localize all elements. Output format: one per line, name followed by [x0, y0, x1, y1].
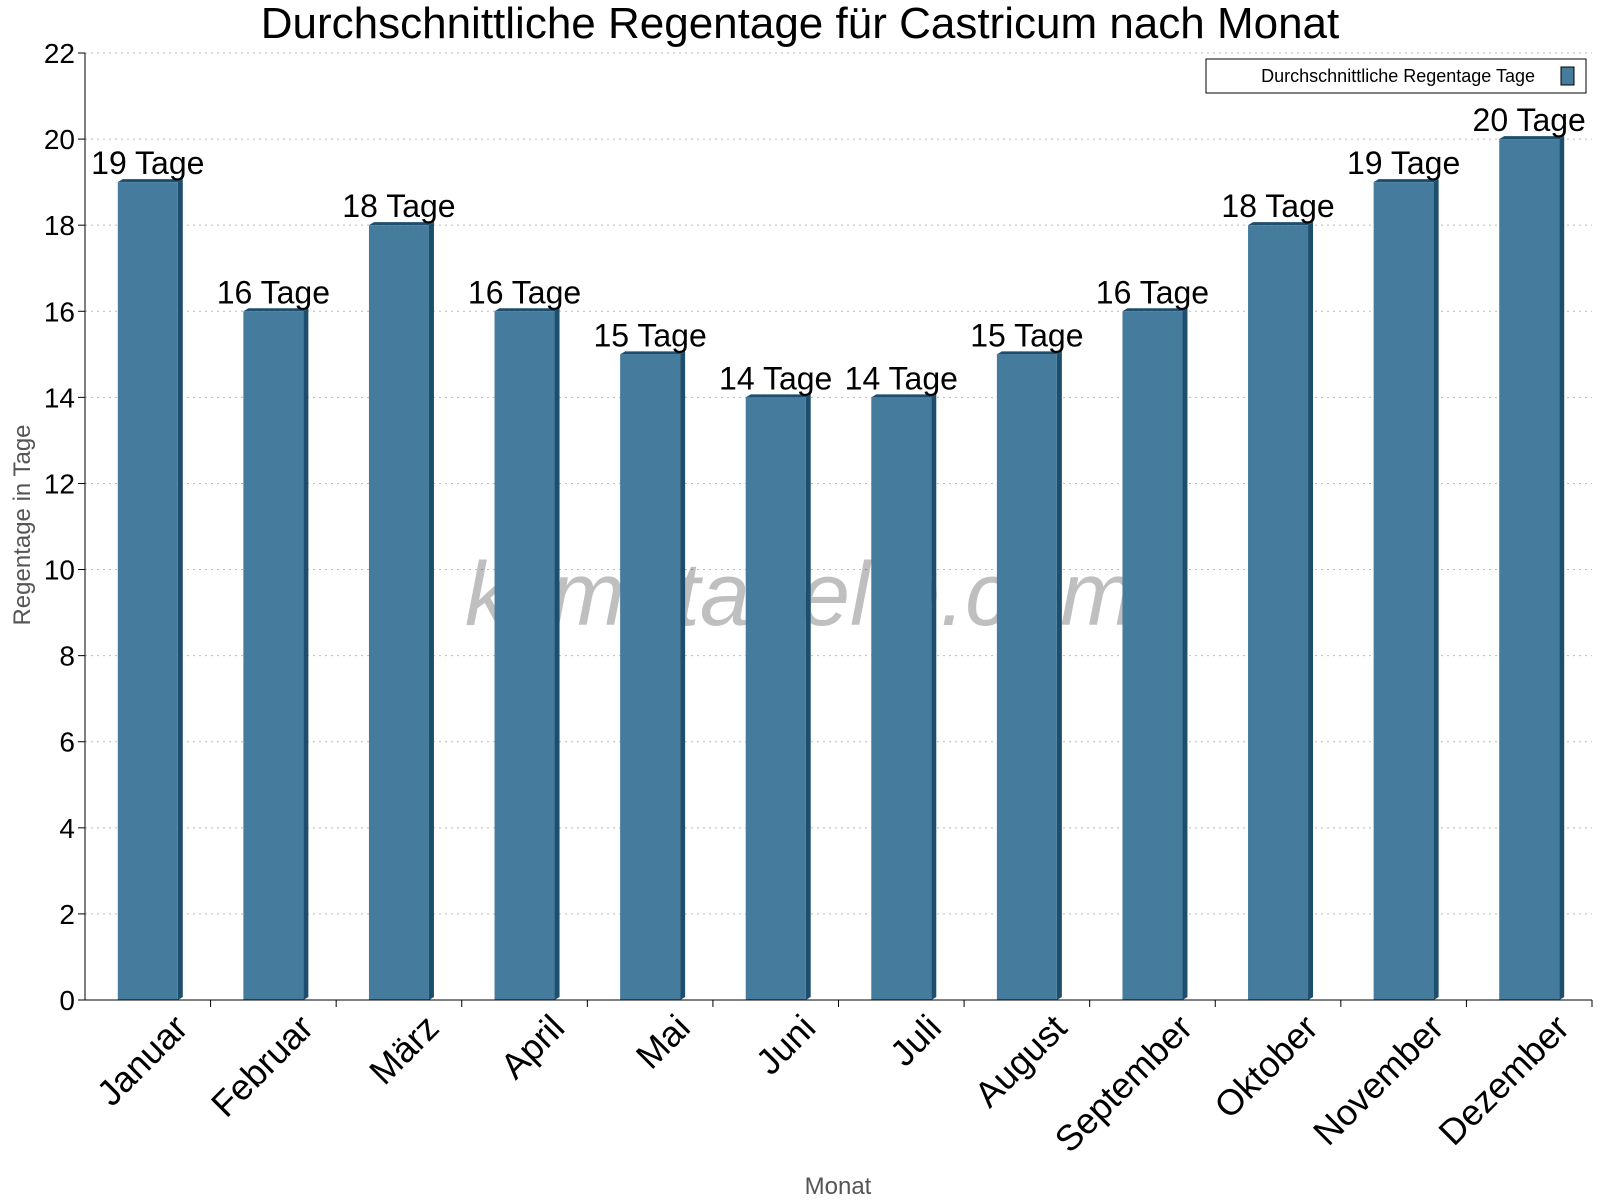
bar	[117, 182, 178, 1001]
bar-group: 19 Tage	[1347, 145, 1460, 1001]
bar-top	[368, 222, 434, 226]
data-label: 20 Tage	[1473, 102, 1586, 138]
bar-top	[745, 394, 811, 398]
bar-side	[805, 394, 811, 1000]
legend-label: Durchschnittliche Regentage Tage	[1261, 66, 1535, 86]
bar-top	[243, 308, 309, 312]
x-tick-label: Mai	[628, 1007, 698, 1077]
bar-group: 14 Tage	[845, 360, 958, 1000]
y-tick-label: 14	[44, 382, 75, 413]
bar	[368, 225, 429, 1000]
bar	[620, 354, 681, 1000]
data-label: 14 Tage	[719, 360, 832, 396]
bar	[1248, 225, 1309, 1000]
data-label: 14 Tage	[845, 360, 958, 396]
bar-side	[1308, 222, 1314, 1000]
data-label: 15 Tage	[593, 317, 706, 353]
bar	[1499, 139, 1560, 1000]
bar	[996, 354, 1057, 1000]
chart-title: Durchschnittliche Regentage für Castricu…	[261, 0, 1340, 48]
x-tick-label: Oktober	[1206, 1007, 1326, 1127]
bar-top	[1122, 308, 1188, 312]
bar-group: 18 Tage	[342, 188, 456, 1000]
y-tick-label: 16	[44, 296, 75, 327]
y-tick-label: 22	[44, 38, 75, 69]
data-label: 16 Tage	[1096, 274, 1209, 310]
bar-side	[1559, 136, 1565, 1000]
bar-side	[1056, 351, 1062, 1000]
data-label: 16 Tage	[217, 274, 330, 310]
data-label: 18 Tage	[342, 188, 455, 224]
y-tick-label: 8	[59, 641, 75, 672]
bar-group: 14 Tage	[719, 360, 832, 1000]
x-tick-label: August	[966, 1007, 1074, 1115]
data-label: 15 Tage	[970, 317, 1083, 353]
bar	[871, 397, 932, 1000]
x-tick-label: Juli	[882, 1007, 949, 1074]
bar-side	[303, 308, 309, 1001]
x-tick-label: Februar	[203, 1007, 321, 1125]
bar-group: 16 Tage	[217, 274, 330, 1001]
bar-top	[1248, 222, 1314, 226]
legend: Durchschnittliche Regentage Tage	[1205, 58, 1587, 94]
grid-lines	[85, 52, 1592, 915]
bar	[745, 397, 806, 1000]
y-axis-label: Regentage in Tage	[9, 424, 36, 625]
data-label: 19 Tage	[1347, 145, 1460, 181]
bar-side	[1182, 308, 1188, 1001]
data-label: 16 Tage	[468, 274, 581, 310]
y-tick-label: 18	[44, 210, 75, 241]
bar-top	[494, 308, 560, 312]
bar-group: 15 Tage	[970, 317, 1084, 1000]
y-tick-label: 6	[59, 727, 75, 758]
bar-top	[1373, 179, 1439, 183]
bar-top	[620, 351, 686, 355]
data-label: 19 Tage	[91, 145, 204, 181]
bar-group: 20 Tage	[1473, 102, 1586, 1000]
y-tick-label: 12	[44, 468, 75, 499]
x-tick-label: März	[361, 1007, 447, 1093]
y-tick-label: 2	[59, 899, 75, 930]
bar-top	[996, 351, 1062, 355]
bar	[1122, 311, 1183, 1001]
x-tick-label: September	[1047, 1007, 1201, 1161]
bar-side	[931, 394, 937, 1000]
legend-swatch	[1560, 66, 1575, 86]
y-tick-label: 0	[59, 985, 75, 1016]
x-tick-label: Juni	[748, 1007, 824, 1083]
data-label: 18 Tage	[1221, 188, 1334, 224]
bar-group: 16 Tage	[1096, 274, 1209, 1001]
bar-side	[428, 222, 434, 1000]
bar-side	[680, 351, 686, 1000]
bar	[494, 311, 555, 1001]
bar	[1373, 182, 1434, 1001]
bar-top	[871, 394, 937, 398]
bar-side	[1433, 179, 1439, 1001]
bar-group: 19 Tage	[91, 145, 204, 1001]
x-tick-label: April	[492, 1007, 572, 1087]
bar-side	[554, 308, 560, 1001]
bars: 19 Tage 16 Tage 18 Tage 16 Tage 15 Tage 14 Ta…	[91, 102, 1586, 1001]
bar-group: 15 Tage	[593, 317, 707, 1000]
x-tick-label: Januar	[89, 1007, 196, 1114]
bar-top	[117, 179, 183, 183]
bar-group: 18 Tage	[1221, 188, 1335, 1000]
bar-top	[1499, 136, 1565, 140]
bar-group: 16 Tage	[468, 274, 581, 1001]
y-tick-label: 10	[44, 555, 75, 586]
x-axis-label: Monat	[805, 1173, 872, 1200]
x-tick-label: November	[1305, 1007, 1451, 1153]
x-tick-label: Dezember	[1430, 1007, 1576, 1153]
y-tick-label: 4	[59, 813, 75, 844]
y-tick-label: 20	[44, 124, 75, 155]
bar	[243, 311, 304, 1001]
legend-box	[1205, 58, 1587, 94]
bar-side	[177, 179, 183, 1001]
